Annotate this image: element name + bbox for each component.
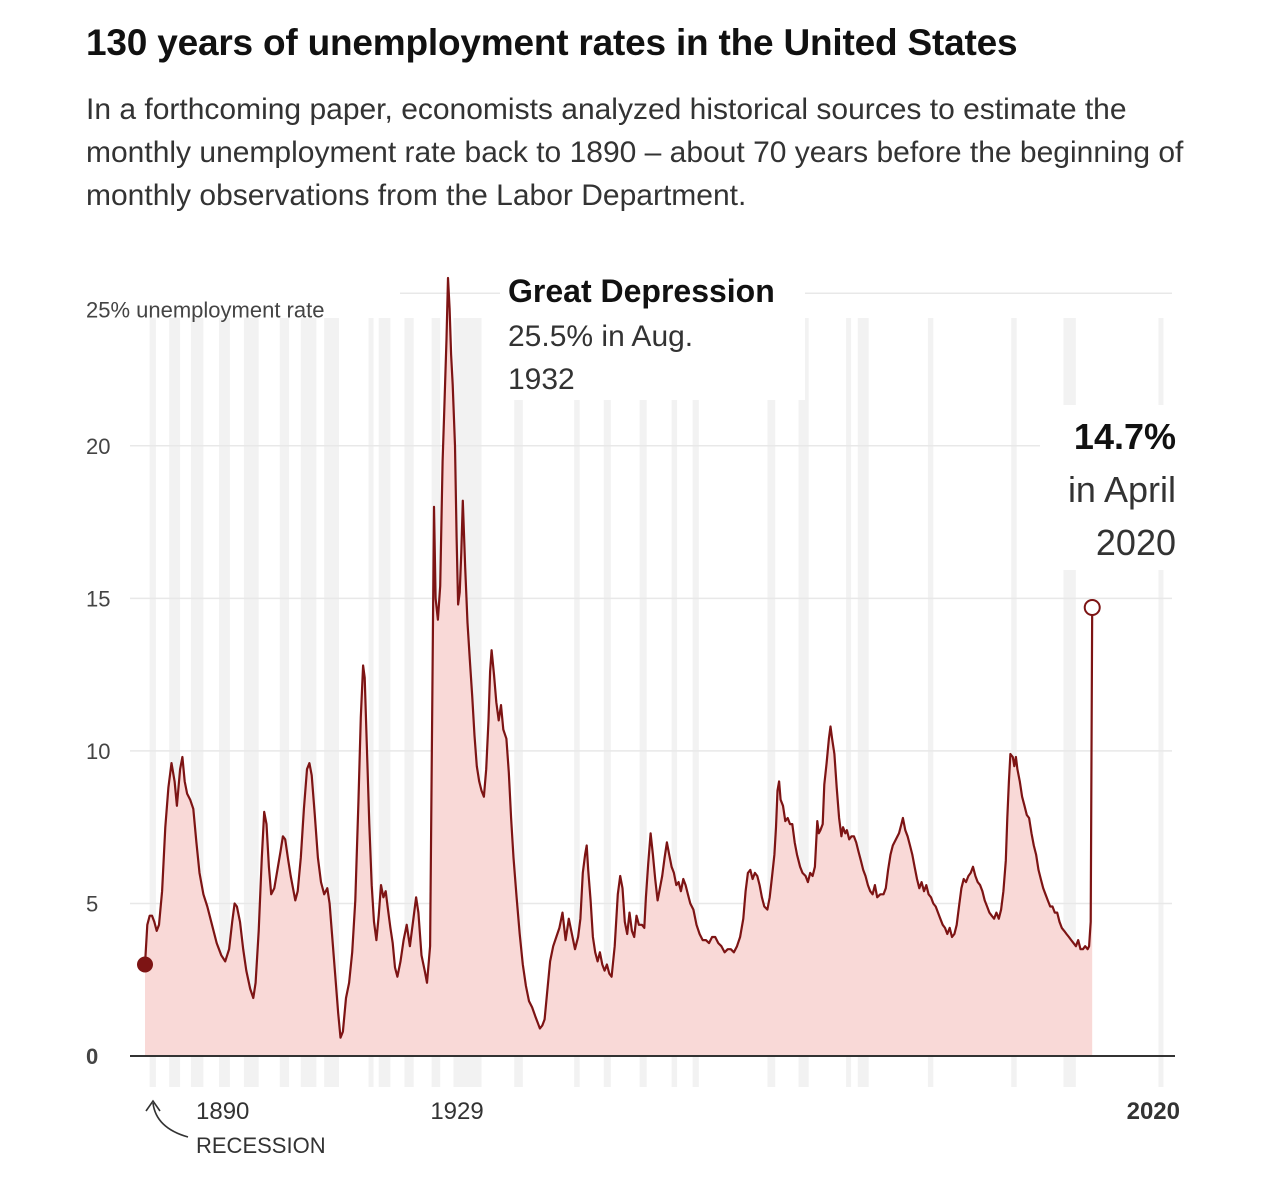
y-tick-label-15: 15 [86, 586, 110, 611]
chart-title: 130 years of unemployment rates in the U… [86, 22, 1018, 63]
x-tick-label-1890: 1890 [196, 1098, 249, 1125]
april-2020-title: 14.7% [1074, 416, 1176, 457]
recession-band-22 [857, 318, 869, 1087]
recession-band-3 [219, 318, 230, 1087]
april-2020-annotation-bg [1040, 405, 1180, 570]
annotations: Great Depression 25.5% in Aug. 1932 14.7% in… [500, 270, 1180, 570]
recession-band-0 [149, 318, 156, 1087]
recession-band-16 [639, 318, 647, 1087]
start-point [137, 956, 153, 973]
y-tick-label-25: 25% unemployment rate [86, 297, 324, 322]
recession-band-18 [692, 318, 699, 1087]
recession-band-23 [927, 318, 934, 1087]
great-depression-text-0: 25.5% in Aug. [508, 320, 693, 353]
y-tick-label-20: 20 [86, 434, 110, 459]
x-tick-label-2020: 2020 [1127, 1098, 1180, 1125]
y-tick-label-0: 0 [86, 1044, 98, 1069]
recession-band-24 [1011, 318, 1017, 1087]
recession-band-8 [368, 318, 374, 1087]
recession-band-4 [243, 318, 259, 1087]
recession-band-14 [574, 318, 580, 1087]
recession-band-21 [846, 318, 852, 1087]
series-area [137, 276, 1101, 1056]
recession-band-5 [279, 318, 290, 1087]
recession-band-26 [1158, 318, 1164, 1087]
recession-band-13 [514, 318, 523, 1087]
y-tick-label-10: 10 [86, 739, 110, 764]
recession-band-17 [671, 318, 678, 1087]
recession-band-1 [169, 318, 181, 1087]
april-2020-text-0: in April [1068, 469, 1176, 510]
recession-band-20 [798, 318, 809, 1087]
recession-band-15 [603, 318, 611, 1087]
recession-arrow-head [145, 1099, 161, 1112]
great-depression-annotation-bg [500, 270, 805, 400]
recession-arrow [152, 1102, 189, 1138]
x-tick-label-1929: 1929 [430, 1098, 483, 1125]
series-line [143, 276, 1094, 1039]
recession-band-10 [404, 318, 414, 1087]
great-depression-text-1: 1932 [508, 363, 575, 396]
recession-band-9 [378, 318, 391, 1087]
axis-labels: 0 5 10 15 20 25% unemployment rate 1890 1929 202… [86, 297, 1180, 1158]
series-area-fill [145, 278, 1093, 1056]
chart-subtitle: In a forthcoming paper, economists analy… [86, 93, 1184, 212]
y-tick-label-5: 5 [86, 891, 98, 916]
recession-note: RECESSION [196, 1133, 326, 1158]
end-point [1083, 599, 1101, 617]
april-2020-text-1: 2020 [1096, 522, 1176, 563]
great-depression-title: Great Depression [508, 273, 775, 309]
recession-band-19 [767, 318, 776, 1087]
